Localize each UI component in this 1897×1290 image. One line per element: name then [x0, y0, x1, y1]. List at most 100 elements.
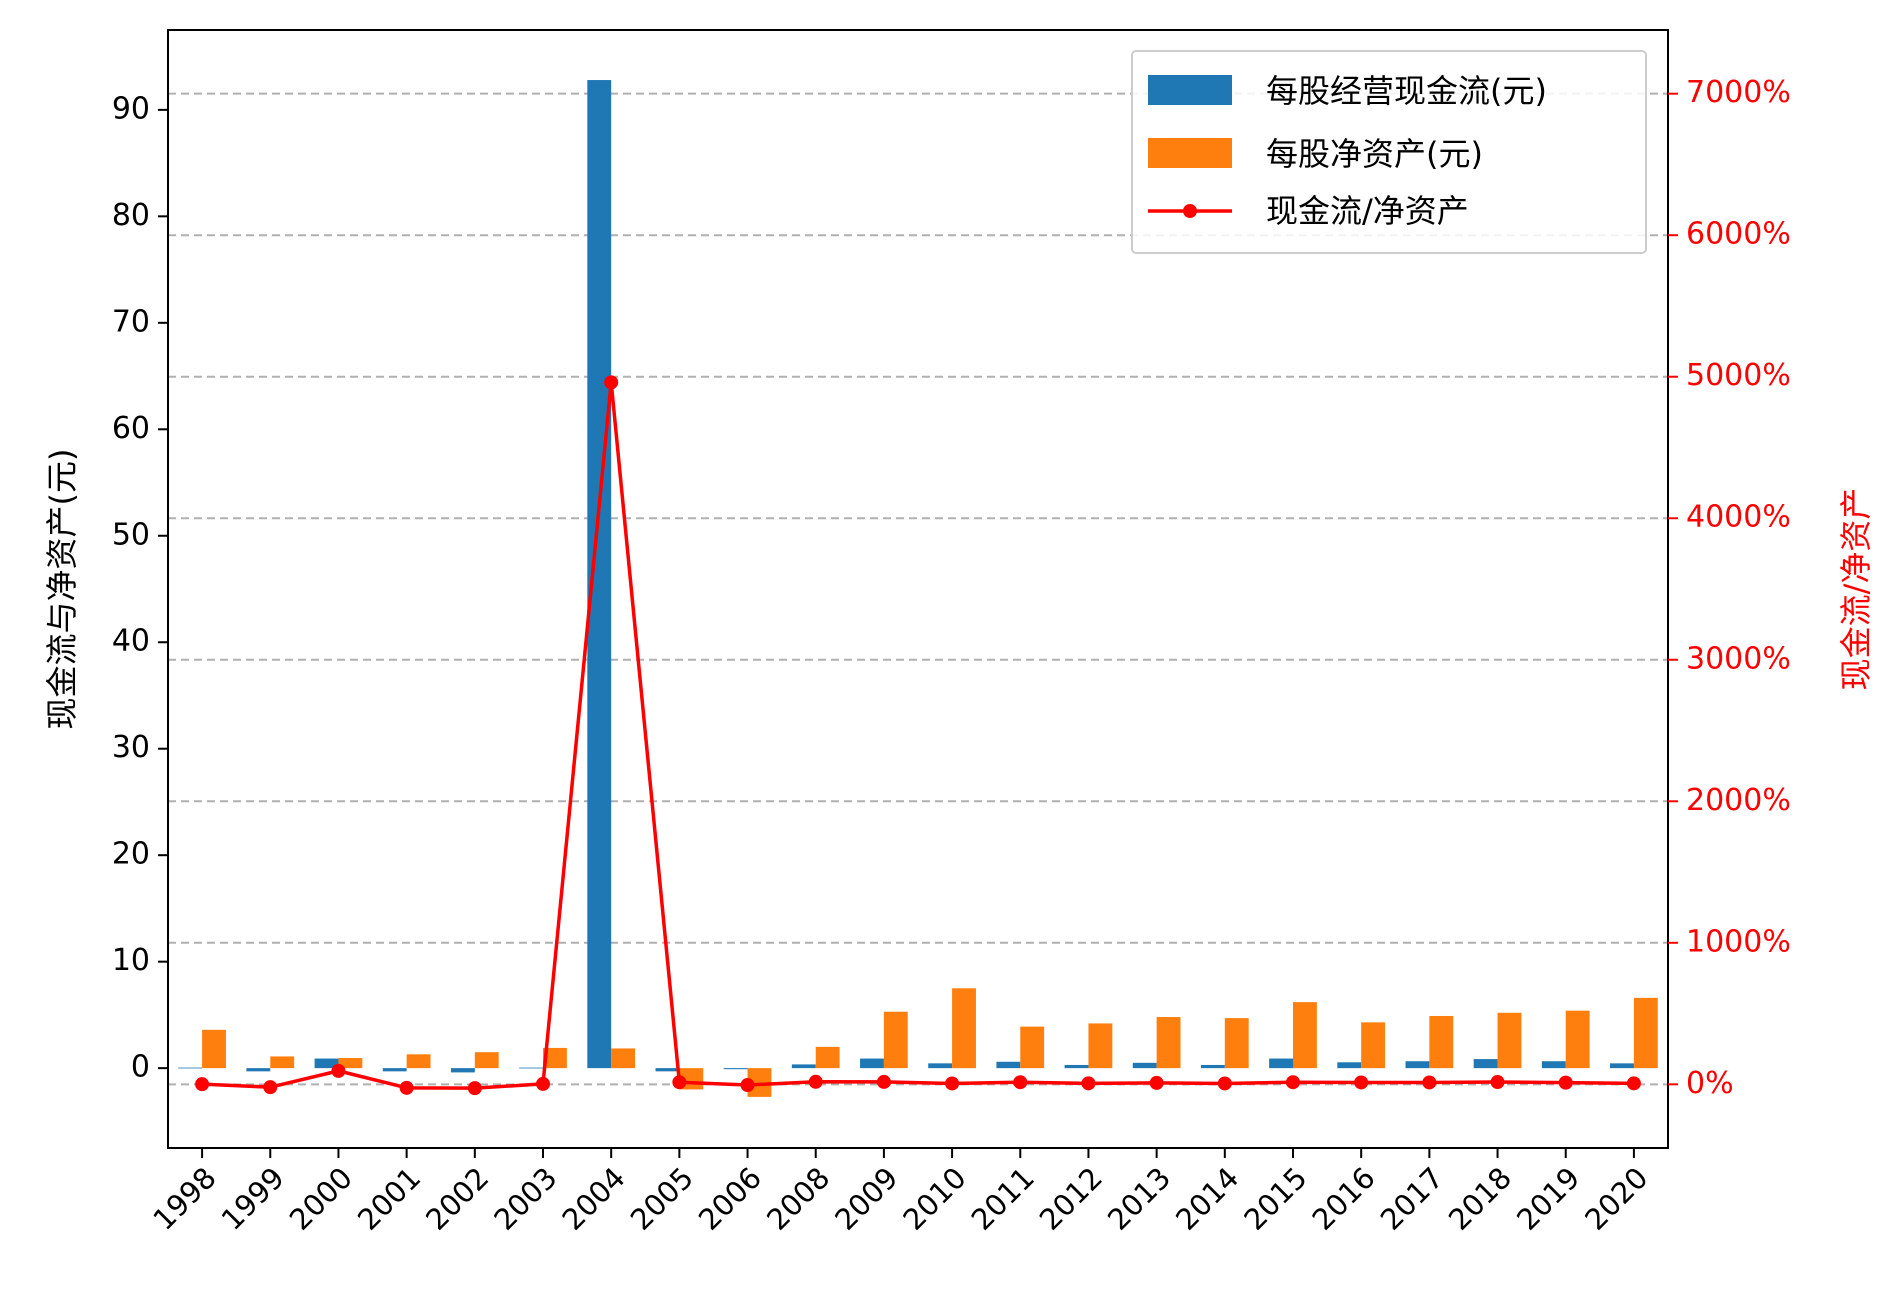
right-axis-label: 现金流/净资产 [1837, 488, 1875, 691]
right-tick-label: 7000% [1686, 75, 1791, 110]
bar-cashflow [382, 1068, 407, 1072]
left-tick-label: 60 [112, 411, 150, 446]
bar-cashflow [1610, 1063, 1634, 1069]
bar-cashflow [1337, 1062, 1362, 1069]
bar-net-assets [1565, 1010, 1590, 1069]
ratio-point [1558, 1075, 1573, 1090]
left-tick-label: 30 [112, 730, 150, 765]
bar-cashflow [1200, 1064, 1225, 1069]
bar-net-assets [815, 1046, 840, 1069]
left-axis-label: 现金流与净资产(元) [43, 449, 81, 730]
bar-net-assets [1224, 1018, 1249, 1069]
left-tick-label: 80 [112, 198, 150, 233]
ratio-point [1286, 1075, 1300, 1090]
legend-label-ratio: 现金流/净资产 [1266, 192, 1469, 230]
ratio-point [672, 1075, 687, 1090]
bar-net-assets [270, 1056, 295, 1069]
right-tick-label: 5000% [1686, 358, 1791, 393]
plot-frame [167, 29, 1669, 1149]
bar-cashflow [928, 1063, 953, 1069]
bar-cashflow [178, 1067, 203, 1069]
bar-cashflow [519, 1067, 543, 1069]
bar-net-assets [1020, 1026, 1045, 1069]
bar-cashflow [723, 1068, 748, 1070]
left-tick-label: 50 [112, 517, 150, 552]
bar-net-assets [1361, 1022, 1386, 1069]
ratio-point [263, 1080, 278, 1095]
ratio-point [1626, 1076, 1641, 1091]
bar-cashflow [1132, 1062, 1157, 1069]
right-tick-label: 1000% [1686, 924, 1791, 959]
bar-net-assets [952, 988, 976, 1069]
legend: 每股经营现金流(元) 每股净资产(元) 现金流/净资产 [1131, 50, 1647, 254]
bar-cashflow [314, 1058, 339, 1069]
right-tick-label: 2000% [1686, 783, 1791, 818]
bar-cashflow [450, 1068, 475, 1073]
bar-cashflow [1473, 1059, 1498, 1069]
bar-net-assets [543, 1047, 567, 1069]
legend-swatch-cashflow [1148, 75, 1232, 105]
legend-swatch-ratio-marker [1183, 204, 1197, 218]
bar-cashflow [1405, 1061, 1430, 1069]
bar-cashflow [1541, 1061, 1566, 1069]
ratio-point [467, 1081, 482, 1096]
ratio-line-series [195, 375, 1641, 1096]
bar-cashflow [996, 1061, 1021, 1069]
bar-net-assets [1497, 1012, 1522, 1069]
left-tick-label: 10 [112, 943, 150, 978]
ratio-point [1217, 1076, 1232, 1091]
left-tick-label: 40 [112, 624, 150, 659]
ratio-point [536, 1076, 550, 1091]
left-y-axis: 0 10 20 30 40 50 60 70 80 90 [112, 91, 168, 1085]
bar-net-assets [338, 1058, 363, 1069]
bar-cashflow [860, 1058, 884, 1069]
gridlines [168, 92, 1668, 1086]
ratio-point [1490, 1075, 1505, 1090]
ratio-point [331, 1063, 346, 1078]
right-y-axis: 0% 1000% 2000% 3000% 4000% 5000% 6000% 7000% [1668, 75, 1791, 1101]
ratio-line [202, 380, 1634, 1090]
bar-cashflow [791, 1064, 816, 1069]
ratio-point [740, 1078, 755, 1093]
left-tick-label: 0 [131, 1050, 150, 1085]
bar-net-assets [1293, 1002, 1317, 1069]
ratio-point [1013, 1075, 1028, 1090]
ratio-point [195, 1077, 210, 1092]
bar-net-assets [474, 1052, 499, 1069]
left-tick-label: 90 [112, 91, 150, 126]
bar-net-assets [1429, 1015, 1454, 1069]
bar-cashflow [655, 1068, 680, 1072]
ratio-point [399, 1080, 414, 1095]
bar-net-assets [406, 1054, 431, 1069]
ratio-point [1354, 1075, 1369, 1090]
bar-net-assets [1156, 1017, 1181, 1069]
ratio-point [1422, 1075, 1437, 1090]
ratio-point [1149, 1075, 1164, 1090]
ratio-point [945, 1076, 960, 1091]
bar-cashflow [1269, 1058, 1293, 1069]
ratio-point [876, 1074, 891, 1089]
ratio-point [808, 1074, 823, 1089]
bar-net-assets [611, 1048, 636, 1069]
bars [178, 80, 1658, 1097]
bar-cashflow [1064, 1064, 1089, 1069]
right-tick-label: 6000% [1686, 217, 1791, 252]
legend-swatch-net-assets [1148, 138, 1232, 168]
legend-label-cashflow: 每股经营现金流(元) [1266, 72, 1547, 110]
bar-net-assets [202, 1029, 226, 1069]
bar-net-assets [1088, 1023, 1113, 1069]
ratio-point [1081, 1076, 1096, 1091]
right-tick-label: 3000% [1686, 641, 1791, 676]
right-tick-label: 0% [1686, 1066, 1734, 1101]
bar-cashflow [246, 1068, 271, 1072]
bar-net-assets [747, 1068, 772, 1097]
left-tick-label: 20 [112, 837, 150, 872]
bar-net-assets [1633, 997, 1658, 1069]
legend-label-net-assets: 每股净资产(元) [1266, 135, 1483, 173]
bar-net-assets [883, 1011, 908, 1069]
ratio-point [604, 375, 619, 390]
legend-frame [1131, 50, 1647, 254]
bar-cashflow [587, 80, 612, 1069]
left-tick-label: 70 [112, 304, 150, 339]
